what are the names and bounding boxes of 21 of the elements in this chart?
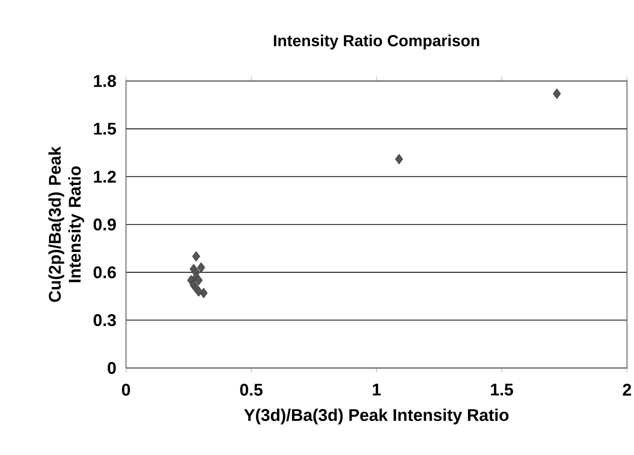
x-tick-label: 1: [372, 384, 381, 396]
y-tick-label: 1.5: [94, 122, 116, 135]
point: [552, 88, 561, 99]
x-tick-label: 2: [622, 384, 632, 396]
point: [197, 262, 206, 273]
y-axis-title: Cu(2p)/Ba(3d) Peak Intensity Ratio: [48, 146, 84, 302]
point: [194, 275, 203, 286]
x-axis-title: Y(3d)/Ba(3d) Peak Intensity Ratio: [244, 408, 509, 424]
point: [395, 154, 404, 164]
point: [194, 286, 203, 297]
y-tick-label: 0.3: [94, 314, 116, 326]
x-tick-label: 0: [122, 384, 130, 396]
point: [192, 251, 200, 262]
chart-title: Intensity Ratio Comparison: [274, 34, 480, 50]
y-tick-label: 0.9: [94, 218, 116, 230]
x-tick-label: 1.5: [491, 384, 514, 396]
y-tick-label: 1.8: [94, 74, 116, 87]
x-tick-label: 0.5: [240, 384, 263, 396]
y-tick-label: 0: [108, 362, 116, 374]
y-tick-label: 1.2: [94, 170, 116, 183]
y-tick-label: 0.6: [94, 266, 116, 278]
